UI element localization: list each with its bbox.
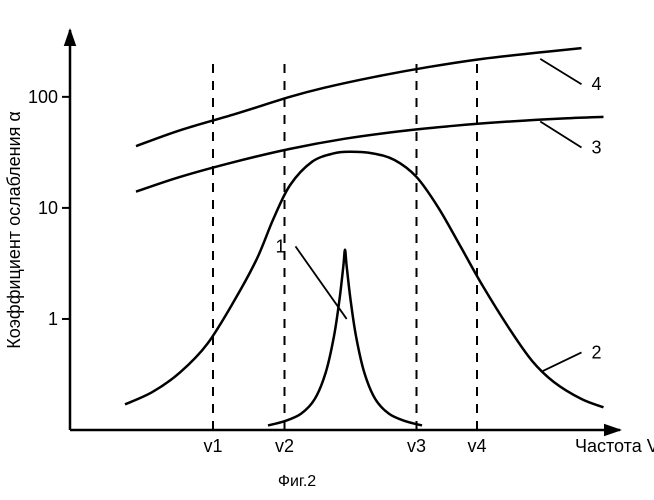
x-tick-label: v2 [275, 436, 294, 456]
x-tick-label: v4 [467, 436, 486, 456]
series-label-1: 1 [275, 236, 285, 256]
series-label-3: 3 [592, 137, 602, 157]
x-tick-label: v1 [203, 436, 222, 456]
x-axis-label: Частота V [575, 436, 654, 456]
y-tick-label: 10 [38, 198, 58, 218]
y-axis-label: Коэффициент ослабления α [4, 111, 24, 349]
y-tick-label: 1 [48, 309, 58, 329]
y-tick-label: 100 [28, 87, 58, 107]
series-label-4: 4 [592, 74, 602, 94]
chart-bg [0, 0, 654, 500]
x-tick-label: v3 [407, 436, 426, 456]
series-label-2: 2 [592, 342, 602, 362]
figure-caption: Фиг.2 [278, 473, 316, 490]
